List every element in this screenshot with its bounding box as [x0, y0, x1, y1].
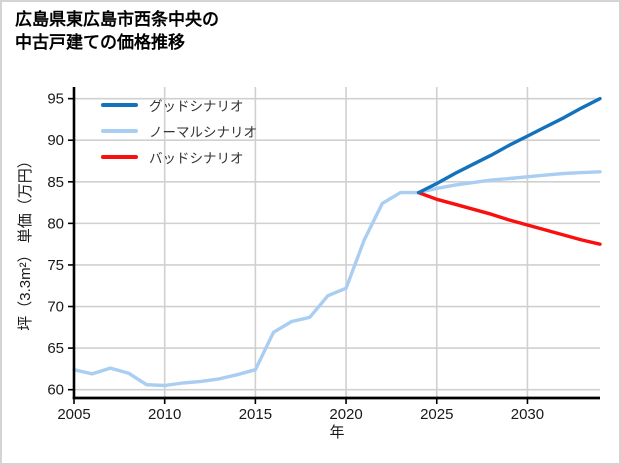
- chart-title-line-2: 中古戸建ての価格推移: [15, 33, 185, 53]
- y-tick-label-80: 80: [47, 215, 64, 232]
- bad-scenario-line-swatch: [101, 155, 138, 159]
- x-tick-label-2005: 2005: [57, 406, 90, 423]
- y-axis-label: 坪（3.3m²） 単価（万円）: [17, 153, 34, 331]
- y-tick-label-70: 70: [47, 299, 64, 316]
- series-line-bad: [416, 190, 602, 246]
- series-line-good: [416, 96, 602, 195]
- y-tick-label-85: 85: [47, 174, 64, 191]
- y-tick-label-60: 60: [47, 382, 64, 399]
- y-tick-label-95: 95: [47, 91, 64, 108]
- x-tick-label-2015: 2015: [239, 406, 272, 423]
- chart-title-line-1: 広島県東広島市西条中央の: [15, 10, 219, 29]
- series-line-normal: [72, 170, 602, 388]
- x-tick-label-2020: 2020: [329, 406, 362, 423]
- chart-legend: グッドシナリオ ノーマルシナリオ バッドシナリオ: [101, 92, 257, 170]
- x-tick-label-2025: 2025: [420, 406, 453, 423]
- x-axis-label: 年: [329, 424, 345, 441]
- chart-title: 広島県東広島市西条中央の 中古戸建ての価格推移: [15, 8, 219, 55]
- y-tick-label-75: 75: [47, 257, 64, 274]
- legend-label-bad: バッドシナリオ: [149, 151, 244, 166]
- x-tick-label-2030: 2030: [511, 406, 544, 423]
- legend-item-normal: ノーマルシナリオ: [101, 118, 257, 144]
- legend-label-normal: ノーマルシナリオ: [149, 125, 257, 140]
- y-tick-label-90: 90: [47, 132, 64, 149]
- y-tick-label-65: 65: [47, 340, 64, 357]
- legend-item-good: グッドシナリオ: [101, 92, 257, 118]
- good-scenario-line-swatch: [101, 103, 138, 107]
- x-tick-label-2010: 2010: [148, 406, 181, 423]
- legend-item-bad: バッドシナリオ: [101, 144, 257, 170]
- legend-label-good: グッドシナリオ: [149, 99, 244, 114]
- normal-scenario-line-swatch: [101, 129, 138, 133]
